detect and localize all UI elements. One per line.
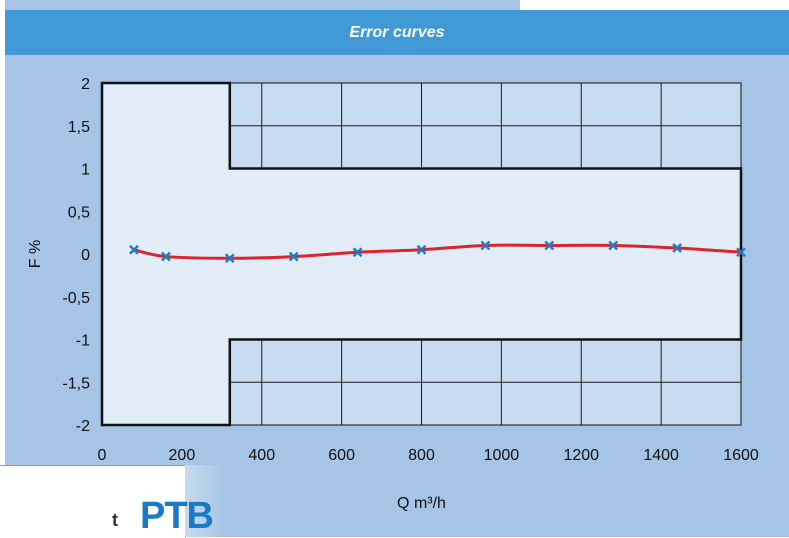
data-point-marker: [544, 240, 555, 251]
data-point-marker: [480, 240, 491, 251]
y-tick-label: 1,5: [68, 119, 90, 136]
x-tick-label: 600: [328, 447, 355, 464]
x-tick-label: 200: [169, 447, 196, 464]
y-tick-label: -2: [76, 418, 90, 435]
marker-stroke: [736, 247, 746, 258]
x-axis-ticks: 0 200 400 600 800 1000 1200 1400 1600: [98, 447, 759, 464]
y-tick-label: -1: [76, 333, 90, 350]
data-point-marker: [608, 240, 619, 251]
marker-stroke: [288, 251, 299, 262]
x-tick-label: 800: [408, 447, 435, 464]
x-tick-label: 0: [98, 447, 107, 464]
data-point-marker: [736, 247, 746, 258]
y-axis-ticks: 2 1,5 1 0,5 0 -0,5 -1 -1,5 -2: [62, 76, 90, 435]
y-tick-label: -0,5: [62, 290, 90, 307]
logo-cut-text: t: [112, 510, 118, 530]
y-tick-label: 0,5: [68, 204, 90, 221]
data-point-marker: [129, 244, 139, 255]
x-tick-label: 1200: [563, 447, 599, 464]
measurement-markers: [129, 240, 746, 264]
x-tick-label: 400: [248, 447, 275, 464]
data-point-marker: [288, 251, 299, 262]
x-tick-label: 1600: [723, 447, 759, 464]
data-point-marker: [161, 251, 171, 262]
marker-stroke: [352, 247, 363, 258]
marker-stroke: [416, 244, 427, 255]
marker-stroke: [224, 253, 235, 264]
marker-stroke: [544, 240, 555, 251]
data-point-marker: [416, 244, 427, 255]
logo-card-shadow: [185, 465, 225, 537]
marker-stroke: [480, 240, 491, 251]
marker-stroke: [161, 251, 171, 262]
top-right-gap: [520, 0, 789, 10]
ptb-logo: PTB: [140, 495, 214, 537]
marker-stroke: [129, 244, 139, 255]
x-tick-label: 1400: [643, 447, 679, 464]
y-axis-label: F %: [27, 240, 44, 268]
marker-stroke: [608, 240, 619, 251]
y-tick-label: 1: [81, 162, 90, 179]
y-tick-label: -1,5: [62, 375, 90, 392]
x-axis-label: Q m³/h: [397, 495, 446, 512]
marker-stroke: [672, 243, 682, 253]
x-tick-label: 1000: [484, 447, 520, 464]
data-point-marker: [224, 253, 235, 264]
data-point-marker: [352, 247, 363, 258]
logo-card: [0, 465, 186, 538]
y-tick-label: 2: [81, 76, 90, 93]
chart-title: Error curves: [5, 10, 789, 55]
y-tick-label: 0: [81, 247, 90, 264]
data-point-marker: [672, 243, 682, 253]
